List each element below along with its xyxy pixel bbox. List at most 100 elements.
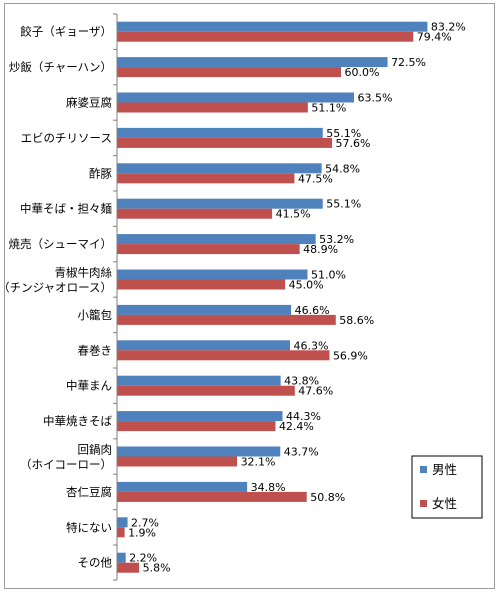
bar-female [117,208,273,219]
bar-female [117,314,336,325]
value-label-female: 32.1% [241,456,276,469]
category-label: 青椒牛肉絲（チンジャオロース） [0,266,112,295]
category-label-line: 中華まん [66,379,112,393]
category-label-line: 中華焼きそば [43,414,112,428]
bar-female [117,173,295,184]
bar-male [117,411,283,422]
value-label-male: 43.8% [284,375,319,388]
category-label-line: その他 [78,556,113,570]
value-label-male: 55.1% [326,198,361,211]
category-label-line: 中華そば・担々麺 [20,202,112,216]
value-label-male: 51.0% [311,269,346,282]
value-label-female: 47.6% [298,385,333,398]
category-label-line: 炒飯（チャーハン） [9,60,112,74]
bar-male [117,446,281,457]
bar-female [117,527,125,538]
category-label: 中華そば・担々麺 [20,202,112,216]
category-label: 焼売（シューマイ） [9,237,113,251]
value-label-female: 1.9% [128,526,156,539]
bar-male [117,57,388,68]
bar-male [117,269,308,280]
value-label-male: 83.2% [431,21,466,34]
category-label-line: 焼売（シューマイ） [9,237,113,251]
category-label: 麻婆豆腐 [66,96,112,110]
category-label-line: 杏仁豆腐 [66,485,112,499]
bar-male [117,340,290,351]
category-label-line: 麻婆豆腐 [66,96,112,110]
value-label-female: 47.5% [298,172,333,185]
bar-male [117,517,128,528]
bar-male [117,127,323,138]
legend-swatch-male [420,466,427,473]
category-label-line: 回鍋肉 [78,443,113,457]
value-label-male: 2.2% [129,552,157,565]
category-label: 小籠包 [78,308,113,322]
value-label-female: 41.5% [276,208,311,221]
bar-female [117,279,286,290]
value-label-female: 42.4% [279,420,314,433]
value-label-female: 48.9% [303,243,338,256]
category-label-line: エビのチリソース [21,131,112,145]
legend-label-male: 男性 [432,462,457,477]
bar-male [117,481,248,492]
category-label-line: 酢豚 [89,166,112,180]
bar-male [117,21,428,32]
category-label-line: 小籠包 [78,308,113,322]
category-label: その他 [78,556,113,570]
category-label-line: （ホイコーロー） [20,458,112,472]
bar-male [117,92,355,103]
value-label-female: 57.6% [336,137,371,150]
value-label-female: 50.8% [310,491,345,504]
bar-male [117,198,323,209]
category-label-line: 春巻き [78,343,113,357]
category-label-line: 特にない [66,520,112,534]
bar-female [117,31,414,42]
category-label: 杏仁豆腐 [66,485,112,499]
category-label: 餃子（ギョーザ） [20,25,112,39]
value-label-female: 51.1% [311,102,346,115]
category-label: エビのチリソース [21,131,112,145]
value-label-male: 54.8% [325,162,360,175]
bar-female [117,421,276,432]
category-label: 中華焼きそば [43,414,112,428]
value-label-female: 60.0% [345,66,380,79]
category-label: 特にない [66,520,112,534]
category-label-line: （チンジャオロース） [0,281,112,295]
bar-female [117,102,308,113]
category-label: 春巻き [78,343,113,357]
value-label-male: 46.6% [295,304,330,317]
value-label-male: 46.3% [293,339,328,352]
bar-male [117,375,281,386]
bar-female [117,456,238,467]
bar-female [117,562,140,573]
bar-female [117,67,341,78]
value-label-female: 79.4% [417,31,452,44]
value-label-female: 58.6% [339,314,374,327]
bar-female [117,244,300,255]
bar-male [117,163,322,174]
legend-swatch-female [420,500,427,507]
category-label: 酢豚 [89,166,112,180]
value-label-female: 56.9% [333,349,368,362]
bar-female [117,385,295,396]
category-label-line: 餃子（ギョーザ） [20,25,112,39]
value-label-male: 34.8% [251,481,286,494]
bar-male [117,234,316,245]
category-label: 回鍋肉（ホイコーロー） [20,443,112,472]
value-label-female: 45.0% [289,279,324,292]
value-label-female: 5.8% [143,562,171,575]
bar-female [117,137,333,148]
legend-label-female: 女性 [432,496,457,511]
value-label-male: 72.5% [391,56,426,69]
value-label-male: 2.7% [131,516,159,529]
bar-male [117,552,126,563]
value-label-male: 43.7% [284,446,319,459]
value-label-male: 63.5% [358,92,393,105]
category-label: 炒飯（チャーハン） [9,60,112,74]
bar-male [117,304,292,315]
bar-female [117,491,307,502]
value-label-male: 53.2% [319,233,354,246]
bar-female [117,350,330,361]
value-label-male: 44.3% [286,410,321,423]
